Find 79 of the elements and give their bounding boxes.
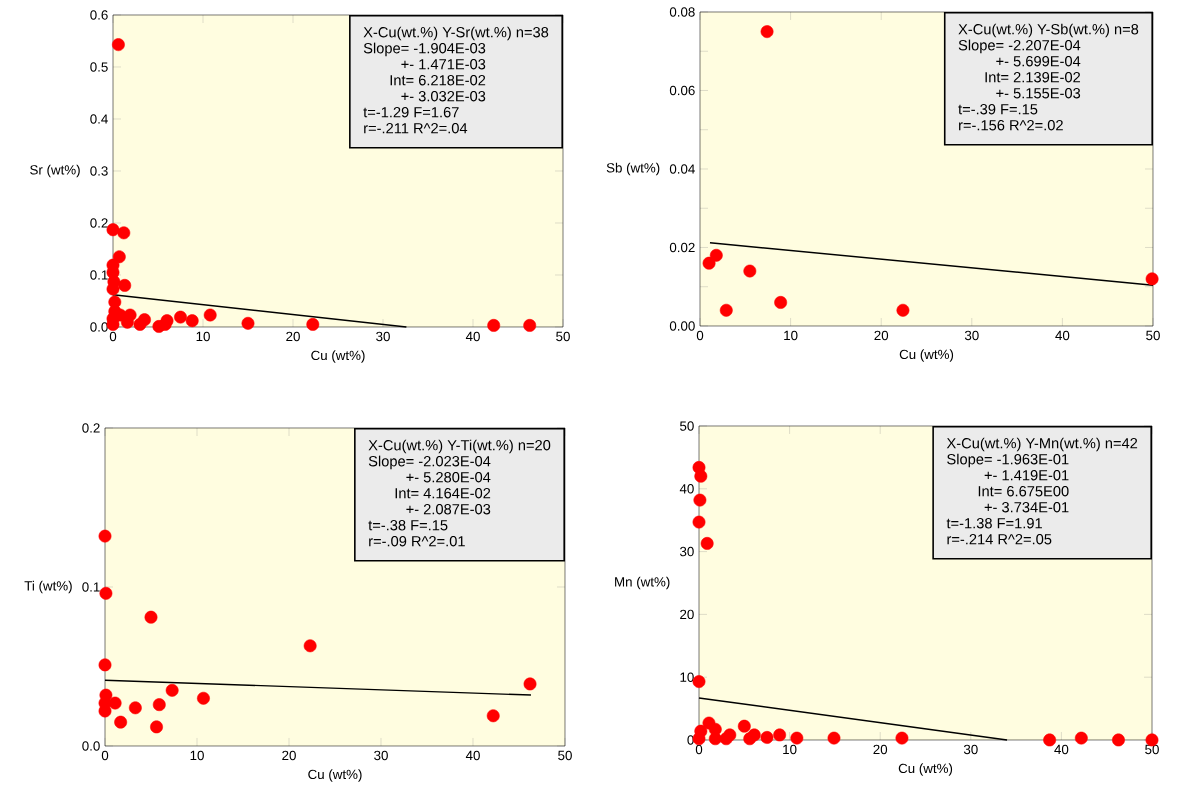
annotation: X-Cu(wt.%) Y-Mn(wt.%) n=42 [946,437,1138,452]
annotation: t=-.38 F=.15 [368,520,448,531]
x-tick-label: 10 [784,330,798,341]
y-tick-label: 0.0 [82,741,100,751]
y-tick-label: 0.1 [90,270,108,280]
annotation: +- 5.280E-04 [406,472,491,483]
annotation: Slope= -1.904E-03 [363,42,486,57]
x-axis-title: Cu (wt%) [308,769,362,782]
annotation: Int= 2.139E-02 [985,72,1081,83]
x-tick-label: 40 [1054,744,1069,755]
y-tick-label: 0.08 [669,7,695,17]
x-tick-label: 20 [873,744,888,755]
y-tick-label: 10 [680,672,694,682]
annotation: t=-.39 F=.15 [958,104,1038,115]
annotation: +- 1.471E-03 [401,59,486,70]
y-tick-label: 0.06 [669,85,695,96]
x-tick-label: 20 [286,331,300,342]
x-axis-title: Cu (wt%) [899,349,954,362]
y-axis-title: Sb (wt%) [606,162,660,176]
annotation: +- 1.419E-01 [984,470,1069,481]
annotation: +- 2.087E-03 [406,504,491,515]
annotation: r=-.211 R^2=.04 [364,123,468,134]
annotation: +- 5.155E-03 [996,88,1081,99]
y-axis-title: Sr (wt%) [30,164,80,178]
x-tick-label: 40 [1055,330,1070,341]
annotation: Int= 6.218E-02 [390,75,486,86]
x-tick-label: 50 [1145,744,1159,755]
annotation: Slope= -1.963E-01 [947,453,1069,468]
y-tick-label: 0.1 [82,582,100,592]
x-tick-label: 10 [196,331,210,342]
x-tick-label: 30 [963,744,978,755]
annotation: r=-.09 R^2=.01 [369,536,465,547]
x-tick-label: 30 [374,750,388,761]
annotation: +- 5.699E-04 [996,56,1081,67]
y-tick-label: 0.02 [669,242,695,253]
x-axis-title: Cu (wt%) [898,763,953,776]
y-tick-label: 0.00 [669,321,695,331]
y-tick-label: 0.2 [82,423,100,433]
x-tick-label: 0 [695,744,703,755]
annotation: +- 3.032E-03 [401,91,486,102]
y-tick-label: 20 [680,609,694,620]
annotation: X-Cu(wt.%) Y-Ti(wt.%) n=20 [368,439,551,454]
y-tick-label: 0.0 [90,322,108,332]
annotation: Int= 4.164E-02 [395,488,491,499]
annotation: Slope= -2.207E-04 [958,39,1081,54]
x-tick-label: 10 [190,750,204,761]
x-tick-label: 50 [558,750,572,761]
annotation: X-Cu(wt.%) Y-Sr(wt.%) n=38 [363,26,549,41]
x-tick-label: 30 [964,330,979,341]
x-tick-label: 0 [696,330,704,341]
x-tick-label: 0 [109,331,117,342]
y-tick-label: 0.2 [90,218,108,228]
x-tick-label: 50 [556,331,570,342]
y-tick-label: 50 [680,421,694,431]
y-axis-title: Mn (wt%) [615,576,670,590]
x-axis-title: Cu (wt%) [311,350,365,363]
annotation: r=-.214 R^2=.05 [947,534,1052,545]
x-tick-label: 20 [282,750,296,761]
y-tick-label: 40 [679,484,694,494]
annotation: r=-.156 R^2=.02 [959,120,1063,131]
x-tick-label: 20 [874,330,889,341]
y-tick-label: 0.04 [669,164,695,174]
x-tick-label: 40 [465,331,480,342]
annotation: X-Cu(wt.%) Y-Sb(wt.%) n=8 [958,23,1139,38]
y-tick-label: 0.5 [90,62,108,72]
y-tick-label: 30 [679,546,694,557]
y-tick-label: 0.6 [90,10,108,20]
annotation: +- 3.734E-01 [984,502,1069,513]
annotation: t=-1.29 F=1.67 [363,107,459,118]
x-tick-label: 50 [1146,330,1160,341]
y-tick-label: 0.3 [90,166,108,176]
y-tick-label: 0.4 [90,114,108,124]
x-tick-label: 40 [465,750,480,761]
y-axis-title: Ti (wt%) [24,580,72,594]
annotation: Int= 6.675E00 [978,486,1069,497]
x-tick-label: 10 [783,744,797,755]
x-tick-label: 30 [376,331,390,342]
annotation: Slope= -2.023E-04 [368,455,491,470]
annotation: t=-1.38 F=1.91 [946,518,1042,529]
